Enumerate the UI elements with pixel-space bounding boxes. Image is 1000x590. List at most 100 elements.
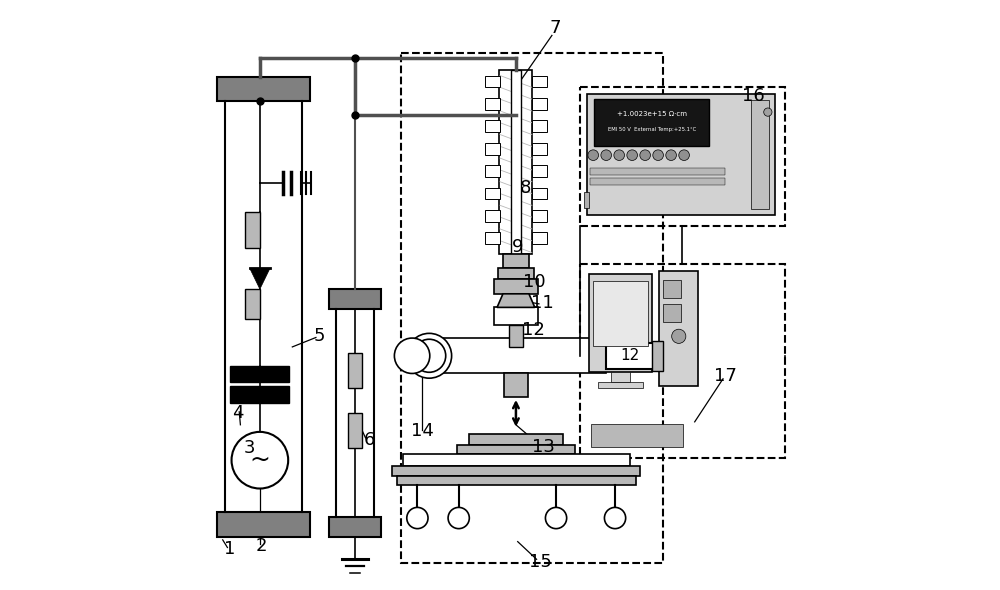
Bar <box>532 98 547 110</box>
Bar <box>659 271 698 386</box>
Text: 9: 9 <box>512 238 523 255</box>
Text: 7: 7 <box>549 19 561 37</box>
Bar <box>503 254 529 268</box>
Bar <box>217 512 310 537</box>
Circle shape <box>394 338 430 373</box>
Circle shape <box>407 333 452 378</box>
Circle shape <box>545 507 567 529</box>
Bar <box>590 178 725 185</box>
Bar <box>590 168 725 175</box>
Circle shape <box>448 507 469 529</box>
Text: 15: 15 <box>529 553 552 571</box>
Bar <box>611 372 630 382</box>
Bar <box>580 264 785 458</box>
Bar <box>245 212 260 248</box>
Text: 5: 5 <box>313 327 325 345</box>
Bar <box>457 445 575 454</box>
Bar <box>494 279 538 294</box>
Text: 12: 12 <box>522 322 544 339</box>
Circle shape <box>666 150 676 160</box>
Bar <box>663 280 681 298</box>
Circle shape <box>232 432 288 489</box>
Bar <box>591 424 683 447</box>
Text: 6: 6 <box>363 431 375 448</box>
Circle shape <box>614 150 624 160</box>
Bar <box>485 210 500 222</box>
Bar <box>429 338 606 373</box>
Bar <box>485 188 500 199</box>
Bar <box>751 100 769 209</box>
Bar <box>485 98 500 110</box>
Circle shape <box>679 150 689 160</box>
Bar <box>652 341 663 371</box>
Bar <box>406 341 419 371</box>
Circle shape <box>604 507 626 529</box>
Bar <box>485 165 500 177</box>
Bar <box>230 366 289 382</box>
Bar <box>348 353 362 388</box>
Circle shape <box>413 339 446 372</box>
Bar <box>245 289 260 319</box>
Circle shape <box>601 150 612 160</box>
Bar <box>509 325 523 347</box>
Bar <box>532 232 547 244</box>
Text: 2: 2 <box>255 537 267 555</box>
Text: 14: 14 <box>411 422 434 440</box>
Circle shape <box>407 507 428 529</box>
Bar <box>532 120 547 132</box>
Bar <box>598 382 643 388</box>
Bar <box>606 343 653 369</box>
Bar <box>397 476 636 485</box>
Bar <box>403 454 630 466</box>
Circle shape <box>672 329 686 343</box>
Circle shape <box>640 150 650 160</box>
Bar <box>532 143 547 155</box>
Bar <box>588 274 652 372</box>
Text: 8: 8 <box>520 179 531 196</box>
Text: 4: 4 <box>232 404 243 422</box>
Bar <box>532 210 547 222</box>
Bar <box>663 304 681 322</box>
Bar <box>217 77 310 101</box>
Bar <box>499 70 532 254</box>
Bar <box>511 70 521 254</box>
Text: 11: 11 <box>531 294 554 312</box>
Text: 17: 17 <box>714 368 737 385</box>
Bar <box>485 232 500 244</box>
Bar <box>401 53 663 563</box>
Text: +1.0023e+15 Ω·cm: +1.0023e+15 Ω·cm <box>617 112 687 117</box>
Bar <box>504 373 528 397</box>
Bar <box>230 386 289 403</box>
Text: 12: 12 <box>620 348 639 363</box>
Text: EMI 50 V  External Temp:+25.1°C: EMI 50 V External Temp:+25.1°C <box>608 127 696 132</box>
Polygon shape <box>250 268 270 289</box>
Bar <box>593 281 648 346</box>
Text: ~: ~ <box>249 448 270 472</box>
Bar <box>584 192 589 208</box>
Bar <box>485 76 500 87</box>
Bar <box>498 268 534 279</box>
Bar <box>469 434 563 445</box>
Circle shape <box>627 150 637 160</box>
Bar <box>532 165 547 177</box>
Circle shape <box>653 150 663 160</box>
Text: 10: 10 <box>523 273 546 291</box>
Circle shape <box>764 108 772 116</box>
Text: 16: 16 <box>742 87 765 104</box>
Bar <box>532 188 547 199</box>
Bar <box>580 87 785 226</box>
Bar <box>329 289 381 309</box>
Text: 3: 3 <box>244 440 255 457</box>
Polygon shape <box>497 294 535 307</box>
Bar <box>485 143 500 155</box>
Circle shape <box>588 150 599 160</box>
Bar <box>532 76 547 87</box>
Text: 1: 1 <box>224 540 235 558</box>
Bar <box>587 94 775 215</box>
Text: 13: 13 <box>532 438 555 456</box>
Bar <box>485 120 500 132</box>
Bar <box>594 99 709 146</box>
Bar <box>348 413 362 448</box>
Bar <box>494 307 538 325</box>
Bar <box>329 517 381 537</box>
